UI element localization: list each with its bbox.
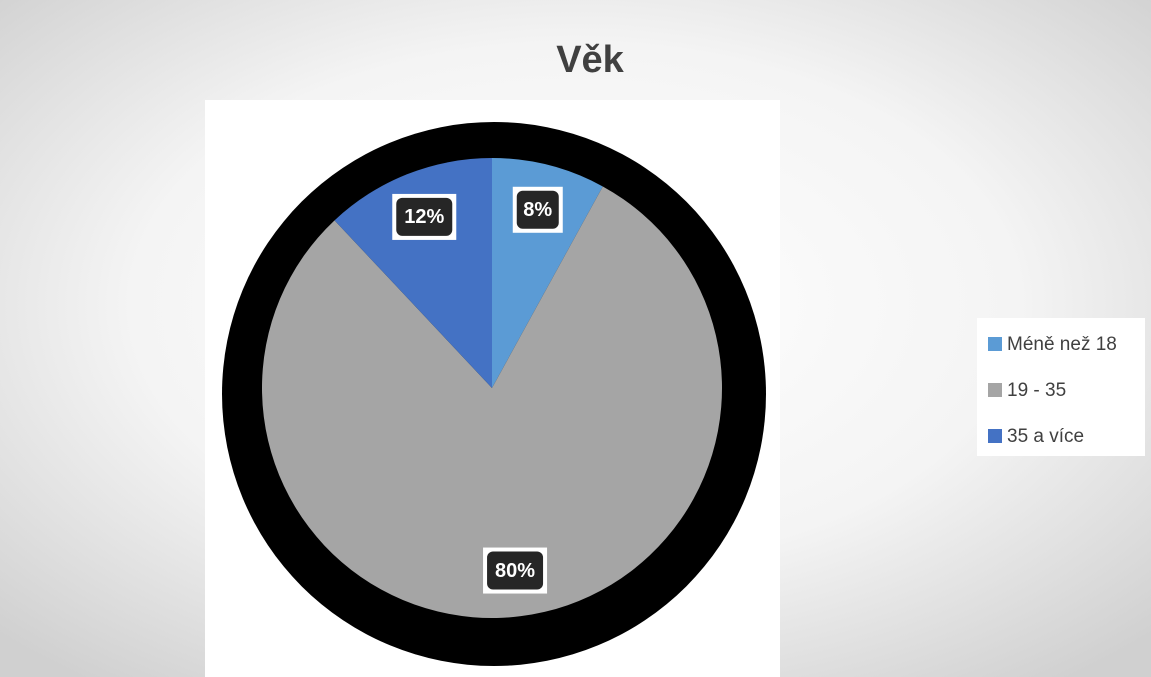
pie-slice (261, 186, 722, 619)
legend-box (977, 318, 1145, 456)
legend-swatch (988, 429, 1002, 443)
legend-label: 35 a více (1007, 426, 1084, 447)
data-label-bg (516, 190, 559, 229)
chart-title: Věk (556, 39, 624, 81)
data-label: 80% (495, 560, 535, 582)
legend-swatch (988, 383, 1002, 397)
legend-swatch (988, 337, 1002, 351)
legend-label: Méně než 18 (1007, 334, 1117, 355)
legend-label: 19 - 35 (1007, 380, 1066, 401)
data-label: 8% (523, 199, 552, 221)
data-label: 12% (404, 206, 444, 228)
data-label-bg (396, 197, 453, 236)
data-label-bg (487, 551, 544, 590)
